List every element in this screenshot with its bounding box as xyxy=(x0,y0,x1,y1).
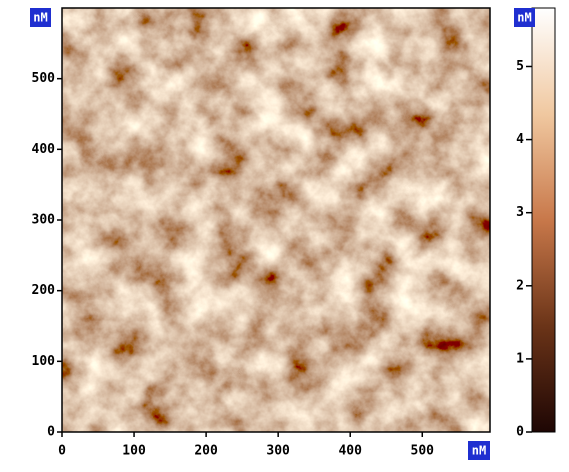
x-tick-label: 100 xyxy=(122,444,146,459)
y-tick-label: 200 xyxy=(32,283,56,298)
y-tick-label: 500 xyxy=(32,71,56,86)
y-tick-label: 0 xyxy=(47,425,55,440)
colorbar-tick-label: 4 xyxy=(516,132,524,147)
unit-box xyxy=(514,8,535,27)
y-tick-label: 400 xyxy=(32,142,56,157)
x-tick-label: 500 xyxy=(411,444,435,459)
colorbar-unit: nM xyxy=(517,11,531,25)
x-tick-label: 300 xyxy=(266,444,290,459)
y-tick-label: 100 xyxy=(32,354,56,369)
colorbar-tick-label: 5 xyxy=(516,59,524,74)
unit-box xyxy=(30,8,51,27)
colorbar-tick-label: 3 xyxy=(516,205,524,220)
x-tick-label: 200 xyxy=(194,444,218,459)
colorbar-tick-label: 2 xyxy=(516,278,524,293)
unit-box xyxy=(468,441,490,460)
x-unit: nM xyxy=(472,444,486,458)
colorbar-tick-label: 0 xyxy=(516,425,524,440)
colorbar xyxy=(531,7,556,433)
afm-image xyxy=(62,8,490,432)
colorbar-tick-label: 1 xyxy=(516,351,524,366)
x-tick-label: 0 xyxy=(58,444,66,459)
x-tick-label: 400 xyxy=(338,444,362,459)
y-tick-label: 300 xyxy=(32,213,56,228)
y-unit: nM xyxy=(33,11,47,25)
